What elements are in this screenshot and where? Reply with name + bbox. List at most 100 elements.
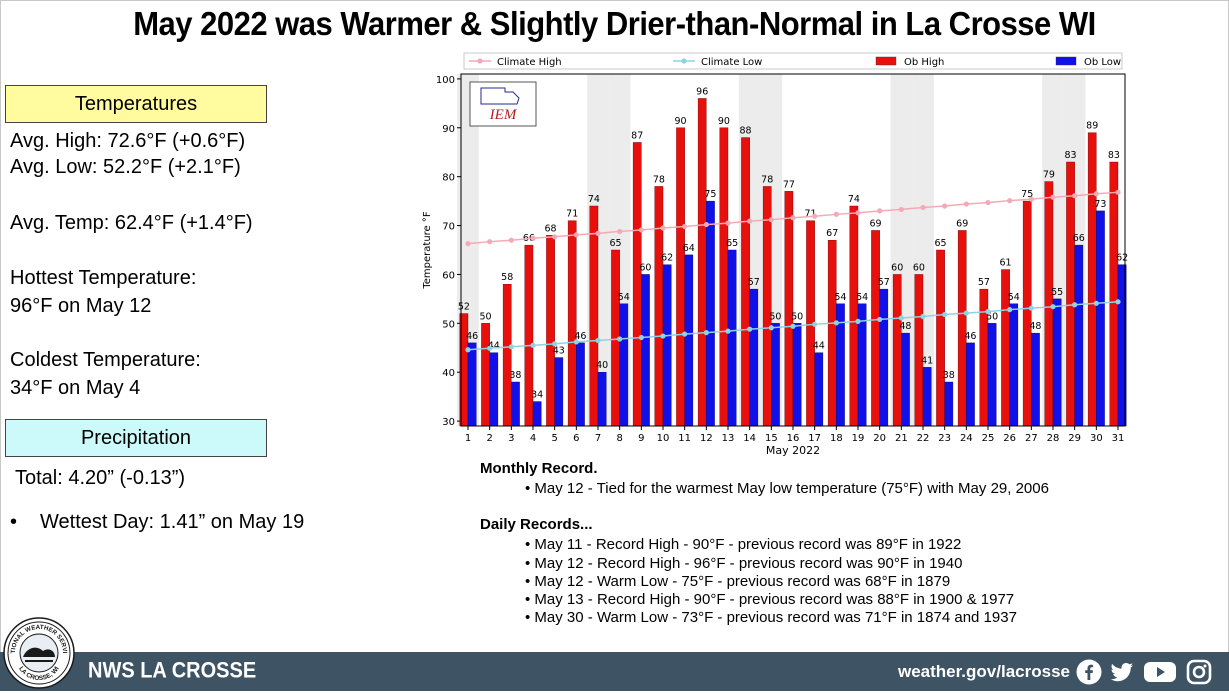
avg-low-text: Avg. Low: 52.2°F (+2.1°F) (10, 156, 241, 178)
ob-low-label: 43 (553, 346, 565, 357)
daily-record-item: • May 12 - Warm Low - 75°F - previous re… (525, 573, 951, 590)
climate-high-point (552, 234, 558, 240)
ob-high-label: 89 (1086, 121, 1098, 132)
ob-low-label: 65 (726, 238, 738, 249)
ob-high-bar (632, 142, 642, 427)
ob-high-label: 65 (610, 238, 622, 249)
climate-high-point (1072, 193, 1078, 199)
ob-high-bar (676, 127, 685, 427)
climate-high-point (790, 215, 796, 221)
legend-climate-low-label: Climate Low (701, 57, 762, 68)
climate-high-point (1028, 196, 1034, 202)
climate-high-point (920, 204, 926, 211)
legend-climate-high-label: Climate High (497, 57, 562, 68)
climate-low-point (768, 325, 774, 331)
ob-high-bar (1087, 132, 1097, 427)
x-tick-label: 25 (982, 433, 995, 444)
y-tick-label: 40 (442, 368, 455, 379)
website-link[interactable]: weather.gov/lacrosse (898, 662, 1070, 681)
x-tick-label: 24 (960, 433, 973, 444)
ob-high-label: 50 (480, 311, 492, 322)
precipitation-header: Precipitation (5, 419, 267, 457)
ob-low-label: 41 (921, 355, 933, 366)
temperature-chart-svg: 3040506070809010052505866687174658778909… (422, 52, 1128, 457)
ob-low-label: 44 (488, 341, 500, 352)
climate-low-point (898, 315, 904, 321)
ob-high-label: 58 (501, 272, 513, 283)
ob-low-label: 55 (1051, 287, 1063, 298)
climate-high-point (617, 228, 623, 235)
ob-low-bar (944, 381, 954, 427)
page-title: May 2022 was Warmer & Slightly Drier-tha… (133, 4, 1096, 43)
climate-high-point (812, 213, 818, 219)
legend-ob-high-swatch (875, 56, 897, 66)
ob-low-label: 54 (856, 292, 868, 303)
daily-record-item: • May 11 - Record High - 90°F - previous… (525, 536, 962, 553)
x-tick-label: 26 (1003, 433, 1016, 444)
coldest-label: Coldest Temperature: (10, 349, 201, 371)
facebook-icon[interactable] (1076, 659, 1102, 685)
temperature-chart: 30 40 50 60 70 80 90 100 52 50 58 66 68 71 74 65 87 78 90 9… (418, 50, 1130, 458)
climate-low-point (1028, 305, 1034, 311)
ob-low-label: 48 (1029, 321, 1041, 332)
climate-low-point (1007, 307, 1013, 313)
climate-low-point (963, 310, 969, 316)
ob-high-label: 69 (956, 218, 968, 229)
climate-low-point (725, 328, 731, 334)
ob-high-bar (502, 284, 512, 427)
climate-high-point (660, 225, 666, 231)
ob-low-label: 46 (964, 331, 976, 342)
climate-low-point (530, 342, 536, 348)
ob-high-bar (719, 127, 729, 427)
x-tick-label: 31 (1112, 433, 1125, 444)
legend-ob-low-swatch (1055, 56, 1077, 66)
avg-high-text: Avg. High: 72.6°F (+0.6°F) (10, 130, 246, 152)
youtube-icon[interactable] (1143, 659, 1177, 685)
ob-high-bar (849, 205, 859, 427)
ob-low-label: 50 (791, 311, 803, 322)
daily-records-heading: Daily Records... (480, 516, 593, 533)
climate-high-point (833, 211, 839, 217)
climate-low-point (1115, 299, 1121, 305)
climate-high-point (1115, 189, 1121, 195)
climate-low-point (1072, 302, 1078, 308)
climate-high-point (703, 221, 709, 228)
ob-high-label: 87 (631, 130, 643, 141)
legend-ob-high-label: Ob High (904, 57, 944, 68)
climate-low-point (638, 334, 644, 341)
ob-low-label: 75 (704, 189, 716, 200)
x-tick-label: 7 (595, 433, 601, 444)
ob-high-bar (827, 240, 837, 427)
climate-low-point (985, 309, 991, 315)
ob-high-label: 57 (978, 277, 990, 288)
y-tick-label: 30 (442, 417, 455, 428)
climate-low-point (617, 336, 623, 342)
climate-low-point (920, 313, 926, 320)
y-tick-label: 80 (442, 173, 455, 184)
climate-low-point (573, 339, 579, 345)
ob-low-label: 46 (574, 331, 586, 342)
twitter-icon[interactable] (1109, 659, 1135, 685)
instagram-icon[interactable] (1186, 659, 1212, 685)
footer-bar: NWS LA CROSSE weather.gov/lacrosse (0, 652, 1229, 691)
ob-high-bar (481, 323, 490, 427)
ob-low-label: 64 (683, 243, 695, 254)
legend-ob-low-label: Ob Low (1084, 57, 1121, 68)
x-tick-label: 8 (616, 433, 622, 444)
ob-high-bar (1022, 200, 1032, 427)
ob-high-bar (936, 249, 945, 427)
climate-high-point (573, 232, 579, 238)
y-tick-label: 100 (436, 75, 455, 86)
x-tick-label: 28 (1047, 433, 1060, 444)
ob-high-bar (957, 230, 967, 427)
daily-record-item: • May 30 - Warm Low - 73°F - previous re… (525, 609, 1017, 626)
x-axis-label: May 2022 (766, 444, 820, 457)
ob-high-label: 78 (653, 174, 665, 185)
legend-climate-high-marker (477, 58, 483, 64)
ob-low-label: 73 (1094, 199, 1106, 210)
ob-high-label: 74 (588, 194, 600, 205)
ob-high-bar (589, 205, 599, 427)
legend-box (463, 52, 1123, 70)
ob-low-bar (901, 332, 910, 427)
ob-high-label: 83 (1108, 150, 1120, 161)
